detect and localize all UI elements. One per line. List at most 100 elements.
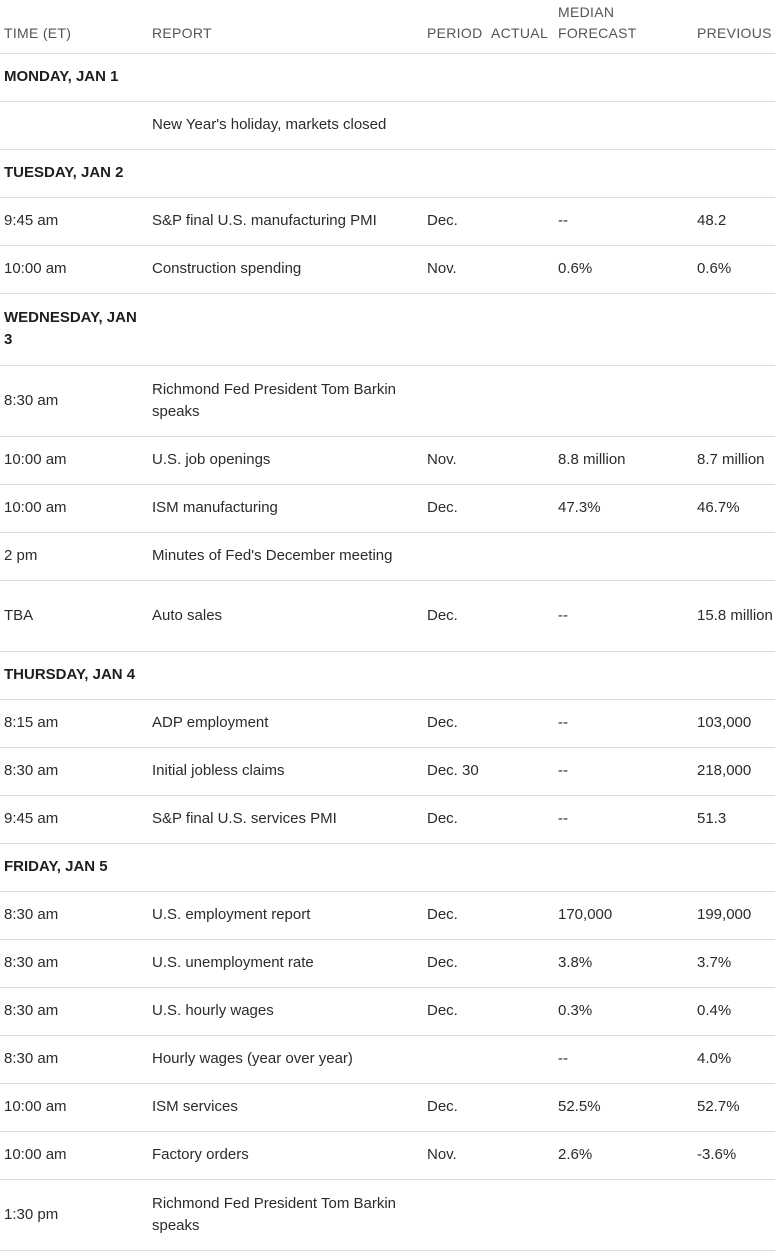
report-cell: U.S. job openings [148,436,423,485]
forecast-cell [554,532,693,581]
previous-cell: 4.0% [693,1035,775,1084]
header-forecast-line1: MEDIAN [558,3,615,20]
report-cell: Initial jobless claims [148,747,423,796]
previous-cell [693,532,775,581]
forecast-cell: -- [554,795,693,844]
table-row: 2 pm Minutes of Fed's December meeting [0,532,775,581]
forecast-cell: 52.5% [554,1083,693,1132]
actual-cell [487,747,554,796]
actual-cell [487,1131,554,1180]
time-cell: 10:00 am [0,484,148,533]
table-row: 9:45 am S&P final U.S. services PMI Dec. --… [0,795,775,844]
period-cell: Nov. [423,245,487,294]
actual-cell [487,891,554,940]
table-row: 10:00 am Construction spending Nov. 0.6% 0.6… [0,245,775,294]
header-row: TIME (ET) REPORT PERIOD ACTUAL MEDIAN FOR… [0,0,775,54]
forecast-cell: 170,000 [554,891,693,940]
previous-cell: 46.7% [693,484,775,533]
table-row: 1:30 pm Richmond Fed President Tom Barkin… [0,1179,775,1251]
actual-cell [487,436,554,485]
period-cell [423,365,487,437]
forecast-cell: -- [554,747,693,796]
day-heading-row: THURSDAY, JAN 4 [0,651,775,700]
table-row: 10:00 am U.S. job openings Nov. 8.8 million… [0,436,775,485]
table-row: 8:30 am Richmond Fed President Tom Barkin… [0,365,775,437]
previous-cell: 52.7% [693,1083,775,1132]
previous-cell: 3.7% [693,939,775,988]
period-cell: Dec. [423,580,487,652]
report-cell: U.S. unemployment rate [148,939,423,988]
report-cell: ISM services [148,1083,423,1132]
time-cell: 8:30 am [0,939,148,988]
actual-cell [487,484,554,533]
day-heading-filler [148,843,775,892]
forecast-cell: 0.6% [554,245,693,294]
day-heading-row: TUESDAY, JAN 2 [0,149,775,198]
table-row: New Year's holiday, markets closed [0,101,775,150]
actual-cell [487,1035,554,1084]
previous-cell: 0.4% [693,987,775,1036]
report-cell: Construction spending [148,245,423,294]
period-cell: Dec. [423,699,487,748]
day-heading: FRIDAY, JAN 5 [0,843,148,892]
period-cell: Dec. [423,891,487,940]
time-cell: 8:15 am [0,699,148,748]
day-heading: MONDAY, JAN 1 [0,53,148,102]
period-cell: Nov. [423,436,487,485]
forecast-cell [554,1179,693,1251]
header-forecast: MEDIAN FORECAST [554,0,693,54]
day-heading: TUESDAY, JAN 2 [0,149,148,198]
actual-cell [487,939,554,988]
table-row: 8:30 am U.S. unemployment rate Dec. 3.8% 3.7… [0,939,775,988]
day-heading-row: WEDNESDAY, JAN 3 [0,293,775,366]
report-cell: Richmond Fed President Tom Barkin speaks [148,365,423,437]
actual-cell [487,532,554,581]
header-report: REPORT [148,0,423,54]
previous-cell [693,101,775,150]
header-previous: PREVIOUS [693,0,775,54]
day-heading-row: MONDAY, JAN 1 [0,53,775,102]
forecast-cell [554,365,693,437]
table-row: 10:00 am ISM services Dec. 52.5% 52.7% [0,1083,775,1132]
actual-cell [487,101,554,150]
table-body: MONDAY, JAN 1 New Year's holiday, markets… [0,53,775,1251]
previous-cell: -3.6% [693,1131,775,1180]
day-heading: WEDNESDAY, JAN 3 [0,293,148,366]
header-forecast-line2: FORECAST [558,24,637,41]
forecast-cell: 0.3% [554,987,693,1036]
report-cell: ISM manufacturing [148,484,423,533]
period-cell: Dec. [423,987,487,1036]
actual-cell [487,699,554,748]
report-cell: Auto sales [148,580,423,652]
period-cell: Dec. [423,795,487,844]
day-heading-filler [148,53,775,102]
forecast-cell: 3.8% [554,939,693,988]
previous-cell: 51.3 [693,795,775,844]
time-cell: 8:30 am [0,747,148,796]
forecast-cell [554,101,693,150]
time-cell: 8:30 am [0,891,148,940]
day-heading-filler [148,149,775,198]
actual-cell [487,245,554,294]
report-cell: S&P final U.S. services PMI [148,795,423,844]
time-cell [0,101,148,150]
time-cell: TBA [0,580,148,652]
actual-cell [487,197,554,246]
time-cell: 10:00 am [0,1131,148,1180]
previous-cell [693,365,775,437]
period-cell: Dec. [423,197,487,246]
period-cell: Dec. 30 [423,747,487,796]
report-cell: Factory orders [148,1131,423,1180]
header-period: PERIOD [423,0,487,54]
previous-cell: 103,000 [693,699,775,748]
table-row: 8:30 am Initial jobless claims Dec. 30 -- 21… [0,747,775,796]
forecast-cell: -- [554,699,693,748]
time-cell: 10:00 am [0,436,148,485]
actual-cell [487,987,554,1036]
period-cell [423,532,487,581]
time-cell: 8:30 am [0,1035,148,1084]
header-time: TIME (ET) [0,0,148,54]
table-row: 9:45 am S&P final U.S. manufacturing PMI D… [0,197,775,246]
actual-cell [487,795,554,844]
